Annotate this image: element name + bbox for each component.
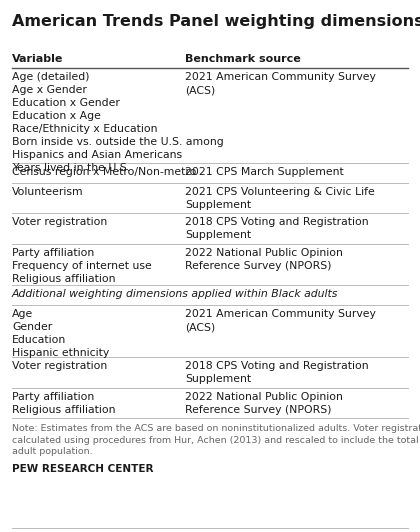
Text: PEW RESEARCH CENTER: PEW RESEARCH CENTER: [12, 464, 153, 474]
Text: 2022 National Public Opinion
Reference Survey (NPORS): 2022 National Public Opinion Reference S…: [185, 248, 343, 271]
Text: Benchmark source: Benchmark source: [185, 54, 301, 64]
Text: 2021 CPS March Supplement: 2021 CPS March Supplement: [185, 167, 344, 177]
Text: Voter registration: Voter registration: [12, 361, 107, 371]
Text: Party affiliation
Religious affiliation: Party affiliation Religious affiliation: [12, 392, 116, 414]
Text: 2018 CPS Voting and Registration
Supplement: 2018 CPS Voting and Registration Supplem…: [185, 361, 369, 384]
Text: 2021 CPS Volunteering & Civic Life
Supplement: 2021 CPS Volunteering & Civic Life Suppl…: [185, 187, 375, 210]
Text: Census region x Metro/Non-metro: Census region x Metro/Non-metro: [12, 167, 197, 177]
Text: Variable: Variable: [12, 54, 63, 64]
Text: 2021 American Community Survey
(ACS): 2021 American Community Survey (ACS): [185, 309, 376, 332]
Text: American Trends Panel weighting dimensions: American Trends Panel weighting dimensio…: [12, 14, 420, 29]
Text: Volunteerism: Volunteerism: [12, 187, 84, 197]
Text: Note: Estimates from the ACS are based on noninstitutionalized adults. Voter reg: Note: Estimates from the ACS are based o…: [12, 424, 420, 456]
Text: 2022 National Public Opinion
Reference Survey (NPORS): 2022 National Public Opinion Reference S…: [185, 392, 343, 414]
Text: Additional weighting dimensions applied within Black adults: Additional weighting dimensions applied …: [12, 289, 339, 299]
Text: Party affiliation
Frequency of internet use
Religious affiliation: Party affiliation Frequency of internet …: [12, 248, 152, 284]
Text: Age (detailed)
Age x Gender
Education x Gender
Education x Age
Race/Ethnicity x : Age (detailed) Age x Gender Education x …: [12, 72, 224, 173]
Text: 2018 CPS Voting and Registration
Supplement: 2018 CPS Voting and Registration Supplem…: [185, 218, 369, 240]
Text: Voter registration: Voter registration: [12, 218, 107, 227]
Text: 2021 American Community Survey
(ACS): 2021 American Community Survey (ACS): [185, 72, 376, 95]
Text: Age
Gender
Education
Hispanic ethnicity: Age Gender Education Hispanic ethnicity: [12, 309, 109, 358]
